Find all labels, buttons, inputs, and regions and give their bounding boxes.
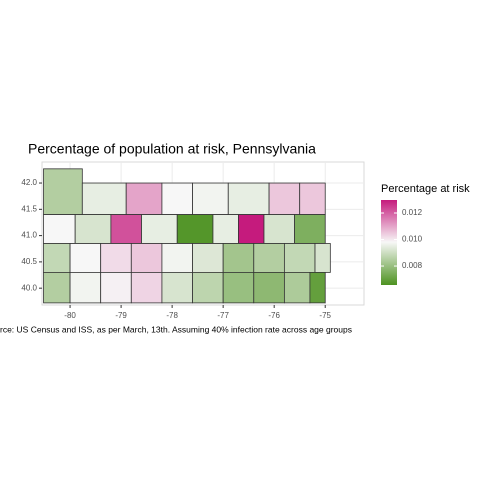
county: [294, 214, 326, 244]
county: [43, 168, 83, 215]
y-tick-label: 41.0: [21, 231, 37, 240]
county: [227, 182, 270, 215]
y-tick-label: 41.5: [21, 204, 37, 213]
county: [81, 182, 127, 215]
county: [43, 272, 71, 304]
county: [238, 214, 265, 244]
county: [69, 272, 102, 304]
caption: rce: US Census and ISS, as per March, 13…: [0, 324, 352, 334]
legend-label: 0.010: [402, 235, 423, 244]
county: [74, 214, 112, 244]
legend-label: 0.012: [402, 208, 423, 217]
county: [263, 214, 295, 244]
county: [130, 243, 163, 273]
county: [222, 272, 255, 304]
county: [309, 272, 326, 304]
county: [161, 272, 193, 304]
y-tick-label: 40.5: [21, 257, 37, 266]
county: [212, 214, 239, 244]
colorbar: [381, 200, 397, 285]
county: [69, 243, 102, 273]
county: [192, 182, 229, 215]
x-tick-label: -78: [166, 311, 178, 320]
county: [161, 182, 193, 215]
x-tick-label: -77: [217, 311, 229, 320]
x-tick-label: -80: [64, 311, 76, 320]
county: [314, 243, 331, 273]
county: [161, 243, 193, 273]
x-tick-label: -79: [115, 311, 127, 320]
y-tick-label: 40.0: [21, 283, 37, 292]
county: [253, 272, 285, 304]
county: [283, 243, 316, 273]
county: [299, 182, 326, 215]
county: [100, 272, 132, 304]
legend-title: Percentage at risk: [381, 183, 470, 195]
x-tick-label: -75: [319, 311, 331, 320]
county: [222, 243, 255, 273]
county: [176, 214, 214, 244]
county: [253, 243, 285, 273]
county: [130, 272, 163, 304]
county: [110, 214, 142, 244]
county: [268, 182, 301, 215]
county: [125, 182, 163, 215]
x-tick-label: -76: [268, 311, 280, 320]
county: [43, 214, 76, 244]
legend-label: 0.008: [402, 261, 423, 270]
county: [100, 243, 132, 273]
county: [192, 272, 224, 304]
y-tick-label: 42.0: [21, 178, 37, 187]
county: [283, 272, 311, 304]
county: [141, 214, 178, 244]
county: [43, 243, 71, 273]
chart-title: Percentage of population at risk, Pennsy…: [28, 141, 316, 157]
county: [192, 243, 224, 273]
